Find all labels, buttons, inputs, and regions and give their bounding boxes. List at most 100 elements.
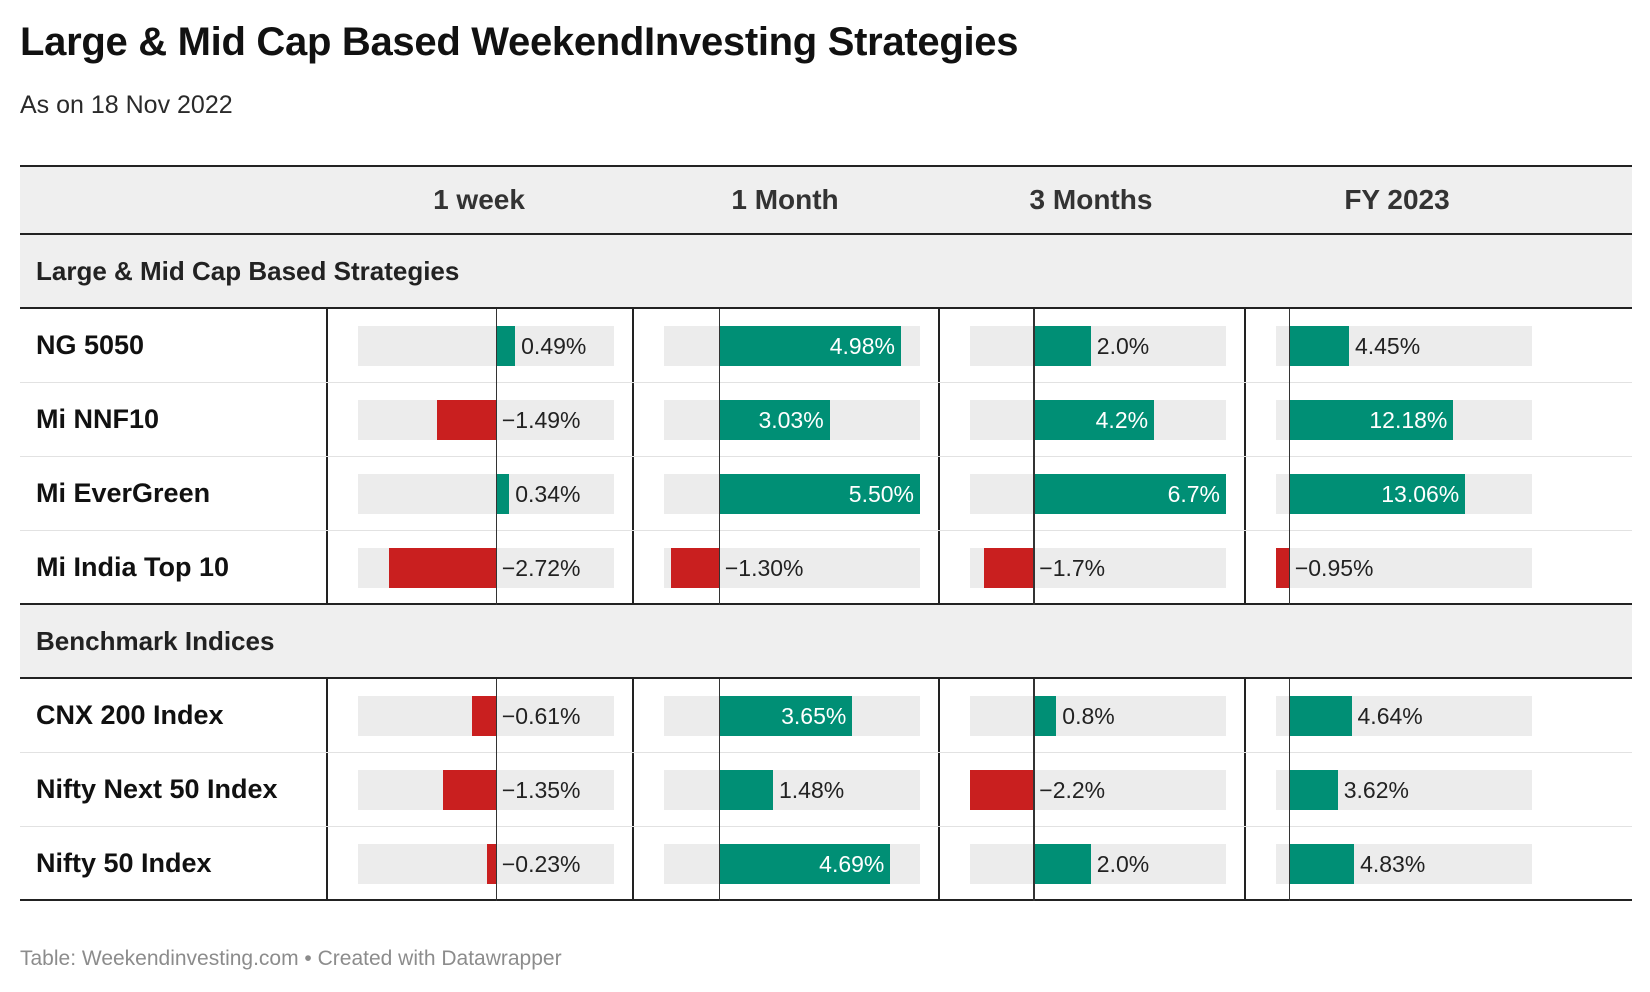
zero-line [1033, 827, 1035, 901]
bar-cell: −0.23% [358, 827, 614, 901]
column-divider [938, 679, 940, 752]
column-divider [938, 753, 940, 826]
positive-bar [718, 770, 773, 810]
value-label: −0.61% [501, 703, 581, 729]
negative-bar [984, 548, 1034, 588]
column-divider [326, 679, 328, 752]
zero-line [718, 827, 721, 901]
zero-line [718, 753, 721, 827]
negative-bar [442, 770, 496, 810]
zero-line [495, 753, 498, 827]
value-label: 4.2% [1095, 407, 1149, 433]
positive-bar [1288, 326, 1349, 366]
column-header: 3 Months [1029, 184, 1153, 215]
zero-line [718, 309, 721, 383]
column-divider [632, 827, 634, 899]
negative-bar [388, 548, 496, 588]
bar-cell: 4.69% [664, 827, 920, 901]
value-label: 4.98% [829, 333, 895, 359]
positive-bar [495, 474, 510, 514]
zero-line [718, 531, 721, 605]
bar-cell: −2.72% [358, 531, 614, 605]
column-divider [1244, 531, 1246, 603]
bar-cell: 0.8% [970, 679, 1226, 753]
positive-bar [718, 400, 830, 440]
bar-cell: −2.2% [970, 753, 1226, 827]
source-note: Table: Weekendinvesting.com • Created wi… [20, 947, 562, 970]
table-row: Nifty Next 50 Index −1.35% 1.48% −2.2% 3.62% [20, 753, 1632, 827]
value-label: 12.18% [1369, 407, 1448, 433]
column-divider [632, 383, 634, 456]
bar-cell: 0.49% [358, 309, 614, 383]
value-label: −1.35% [501, 777, 581, 803]
bar-cell: 0.34% [358, 457, 614, 531]
column-header: 1 Month [731, 184, 839, 215]
value-label: −1.30% [724, 555, 804, 581]
bar-cell: 12.18% [1276, 383, 1532, 457]
column-header: FY 2023 [1344, 184, 1450, 215]
column-divider [326, 827, 328, 899]
column-divider [632, 531, 634, 603]
positive-bar [495, 326, 516, 366]
column-divider [326, 383, 328, 456]
column-header: 1 week [433, 184, 525, 215]
row-label: CNX 200 Index [36, 700, 224, 730]
row-label: Nifty 50 Index [36, 847, 212, 878]
column-divider [938, 827, 940, 899]
value-label: 2.0% [1096, 333, 1150, 359]
bar-cell: 4.2% [970, 383, 1226, 457]
bar-cell: 1.48% [664, 753, 920, 827]
value-label: 3.65% [781, 703, 847, 729]
column-divider [1244, 457, 1246, 530]
column-divider [326, 531, 328, 603]
positive-bar [1033, 326, 1091, 366]
zero-line [1033, 309, 1035, 383]
bar-cell: −1.30% [664, 531, 920, 605]
column-divider [938, 309, 940, 382]
positive-bar [1288, 474, 1466, 514]
zero-line [1033, 679, 1035, 753]
value-label: 6.7% [1167, 481, 1220, 507]
value-label: −2.72% [501, 555, 581, 581]
zero-line [718, 383, 721, 457]
bar-cell: 4.98% [664, 309, 920, 383]
section-header: Large & Mid Cap Based Strategies [20, 235, 1632, 309]
section-header: Benchmark Indices [20, 605, 1632, 679]
zero-line [718, 457, 721, 531]
zero-line [718, 679, 721, 753]
value-label: 3.62% [1343, 777, 1409, 803]
positive-bar [1288, 400, 1454, 440]
positive-bar [718, 696, 853, 736]
positive-bar [1033, 844, 1091, 884]
zero-line [1288, 679, 1291, 753]
zero-line [495, 679, 498, 753]
bar-cell: −0.95% [1276, 531, 1532, 605]
positive-bar [718, 326, 901, 366]
column-divider [632, 309, 634, 382]
table-row: CNX 200 Index −0.61% 3.65% 0.8% 4.64% [20, 679, 1632, 753]
column-divider [938, 531, 940, 603]
value-label: 4.83% [1360, 851, 1426, 877]
value-label: 1.48% [778, 777, 845, 803]
zero-line [1288, 457, 1291, 531]
table-header: 1 week 1 Month 3 Months FY 2023 [20, 165, 1632, 235]
negative-bar [671, 548, 719, 588]
value-label: 4.64% [1357, 703, 1423, 729]
bar-cell: 13.06% [1276, 457, 1532, 531]
zero-line [1288, 827, 1291, 901]
table-row: Nifty 50 Index −0.23% 4.69% 2.0% 4.83% [20, 827, 1632, 901]
negative-bar [486, 844, 496, 884]
table-row: NG 5050 0.49% 4.98% 2.0% 4.45% [20, 309, 1632, 383]
negative-bar [437, 400, 496, 440]
value-label: 0.34% [515, 481, 581, 507]
chart-title: Large & Mid Cap Based WeekendInvesting S… [20, 20, 1019, 64]
column-divider [1244, 309, 1246, 382]
positive-bar [1288, 696, 1352, 736]
bar-cell: 3.03% [664, 383, 920, 457]
zero-line [495, 457, 498, 531]
zero-line [495, 531, 498, 605]
row-label: Mi India Top 10 [36, 551, 230, 582]
value-label: −0.95% [1294, 555, 1374, 581]
column-divider [1244, 383, 1246, 456]
bar-cell: 3.65% [664, 679, 920, 753]
